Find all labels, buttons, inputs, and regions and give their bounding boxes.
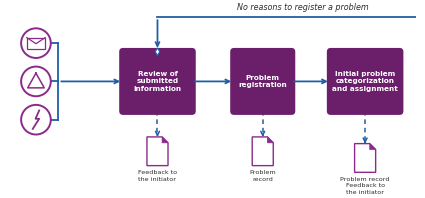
Polygon shape (354, 144, 376, 172)
Polygon shape (267, 137, 273, 143)
Polygon shape (155, 48, 160, 56)
Polygon shape (252, 137, 273, 166)
FancyBboxPatch shape (119, 48, 196, 115)
FancyBboxPatch shape (327, 48, 403, 115)
Text: Problem record
Feedback to
the initiator: Problem record Feedback to the initiator (340, 177, 390, 194)
Text: Review of
submitted
information: Review of submitted information (133, 71, 181, 92)
Polygon shape (147, 137, 168, 166)
Polygon shape (370, 144, 376, 149)
FancyBboxPatch shape (230, 48, 295, 115)
Circle shape (21, 105, 51, 134)
Text: Problem
record: Problem record (249, 170, 276, 182)
Text: No reasons to register a problem: No reasons to register a problem (237, 3, 368, 11)
Circle shape (21, 67, 51, 96)
Bar (27, 38, 45, 49)
Polygon shape (162, 137, 168, 143)
Text: Problem
registration: Problem registration (238, 75, 287, 88)
Text: Initial problem
categorization
and assignment: Initial problem categorization and assig… (332, 71, 398, 92)
Text: Feedback to
the initiator: Feedback to the initiator (138, 170, 177, 182)
Circle shape (21, 28, 51, 58)
